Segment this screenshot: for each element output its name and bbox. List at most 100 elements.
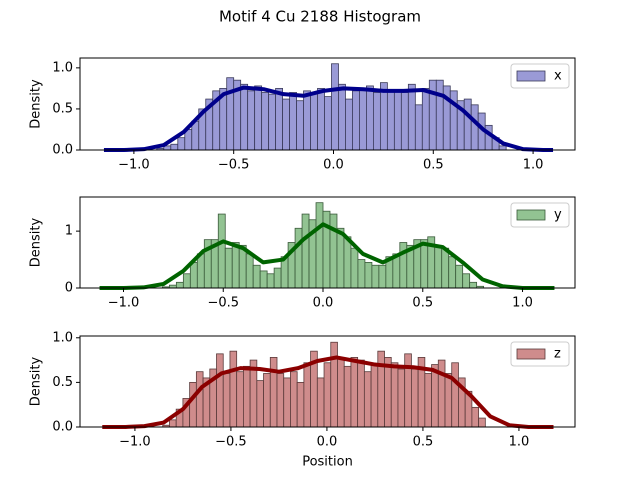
legend-label: y — [554, 208, 562, 223]
subplot: −1.0 −0.5 0.0 0.5 1.0 0 1 Density y — [29, 196, 576, 311]
histogram-bar — [404, 353, 412, 428]
histogram-bar — [177, 137, 186, 151]
histogram-bar — [411, 368, 419, 428]
histogram-bar — [303, 362, 312, 428]
histogram-bar — [266, 273, 275, 289]
histogram-bar — [386, 90, 395, 151]
histogram-bar — [373, 92, 381, 151]
y-axis-label: Density — [29, 356, 44, 406]
legend-swatch — [516, 70, 546, 82]
histogram-bar — [169, 419, 177, 428]
x-tick-label: −0.5 — [215, 435, 247, 450]
histogram-bar — [435, 79, 444, 151]
histogram-bar — [252, 264, 261, 289]
histogram-bar — [196, 253, 205, 289]
x-tick-label: 1.0 — [509, 435, 530, 450]
x-tick-label: 0.0 — [313, 296, 334, 311]
y-tick-label: 0.0 — [52, 143, 73, 158]
y-tick-label: 0.0 — [52, 420, 73, 435]
histogram-bar — [229, 350, 238, 428]
y-tick-label: 0.5 — [52, 375, 73, 390]
kde-line — [99, 222, 555, 290]
histogram-bar — [296, 381, 305, 428]
histogram-bar — [338, 83, 346, 151]
histogram-bar — [310, 93, 318, 151]
histogram-bar — [336, 227, 345, 289]
histogram-bar — [371, 264, 380, 289]
histogram-bar — [455, 264, 464, 289]
histogram-bar — [444, 373, 453, 428]
histogram-bar — [275, 87, 283, 151]
histogram-bar — [437, 359, 446, 428]
axes-frame — [79, 196, 576, 289]
histogram-bar — [330, 341, 338, 428]
histogram-bar — [470, 104, 479, 151]
histogram-bar — [498, 145, 507, 151]
histogram-bar — [195, 371, 204, 428]
histogram-bar — [329, 213, 338, 289]
histogram-bar — [303, 90, 311, 151]
histogram-bar — [216, 353, 224, 428]
histogram-bar — [363, 371, 372, 428]
histogram-bar — [276, 373, 285, 428]
x-tick-label: 1.0 — [512, 296, 533, 311]
histogram-bar — [397, 368, 406, 428]
histogram-bar — [337, 357, 345, 428]
histogram-bar — [390, 362, 399, 428]
y-axis-label: Density — [29, 217, 44, 267]
histogram-bar — [484, 124, 493, 151]
histogram-bar — [256, 380, 264, 428]
axes-frame — [79, 57, 576, 151]
histogram-bar — [289, 92, 297, 151]
histogram-bar — [317, 87, 325, 151]
histogram-bar — [407, 83, 416, 151]
x-tick-label: 0.0 — [323, 158, 344, 173]
histogram-bar — [316, 377, 325, 428]
x-tick-label: −1.0 — [118, 158, 150, 173]
histogram-bar — [462, 273, 471, 289]
histogram-bar — [357, 259, 366, 289]
histogram-bar — [231, 242, 240, 289]
x-tick-label: 0.0 — [317, 435, 338, 450]
histogram-bar — [448, 256, 457, 289]
y-tick-label: 0.5 — [52, 101, 73, 116]
histogram-bar — [301, 213, 310, 289]
histogram-bar — [283, 377, 291, 428]
histogram-bar — [393, 90, 402, 151]
histogram-bar — [247, 90, 256, 151]
subplot: −1.0 −0.5 0.0 0.5 1.0 0.0 0.5 1.0 Density x — [29, 57, 576, 173]
histogram-bar — [366, 85, 374, 151]
y-tick-label: 1 — [65, 224, 73, 239]
histogram-bar — [359, 87, 367, 151]
histogram-bar — [323, 362, 332, 428]
histogram-bar — [471, 406, 480, 428]
y-tick-label: 1.0 — [52, 60, 73, 75]
x-axis-label: Position — [302, 455, 353, 470]
histogram-bar — [296, 100, 304, 151]
legend-label: z — [554, 347, 561, 362]
histogram-bar — [315, 202, 324, 289]
histogram-bar — [357, 359, 365, 428]
histogram-bar — [268, 93, 277, 151]
histogram-bar — [294, 227, 303, 289]
histogram-bar — [352, 90, 360, 151]
histogram-bar — [175, 281, 184, 289]
histogram-bar — [377, 350, 385, 428]
x-tick-label: 0.5 — [423, 158, 444, 173]
histogram-bar — [400, 92, 409, 151]
histogram-bar — [226, 77, 235, 151]
y-tick-label: 1.0 — [52, 330, 73, 345]
axes-frame — [79, 335, 576, 428]
histogram-bar — [350, 247, 359, 289]
legend-swatch — [516, 209, 546, 221]
histogram-bar — [331, 63, 339, 151]
kde-line — [103, 85, 554, 152]
histogram-bar — [222, 373, 231, 428]
histogram-bar — [345, 98, 353, 151]
histogram-bar — [261, 92, 270, 151]
histogram-bar — [263, 373, 271, 428]
histogram-bar — [478, 417, 486, 428]
histogram-bar — [242, 365, 251, 428]
